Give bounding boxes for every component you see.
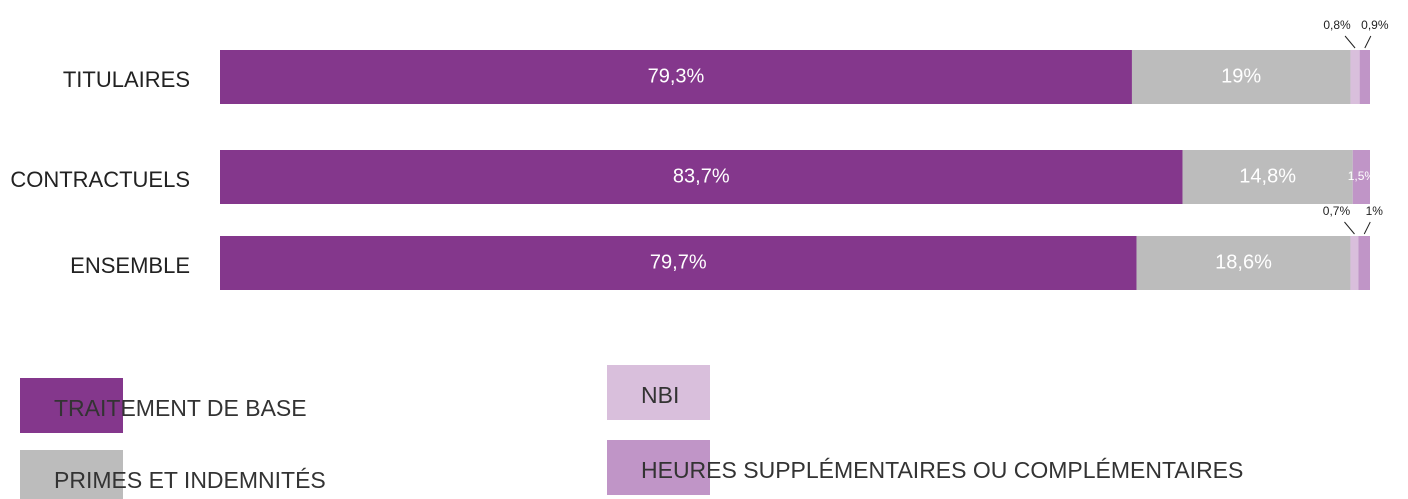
legend-label: HEURES SUPPLÉMENTAIRES OU COMPLÉMENTAIRE… <box>641 457 1243 483</box>
bar-segment <box>220 150 1183 204</box>
leader-line <box>1344 221 1355 235</box>
bar-segment <box>1352 150 1370 204</box>
leader-line <box>1364 35 1372 49</box>
value-label: 14,8% <box>1239 165 1296 187</box>
value-label: 79,3% <box>648 65 705 87</box>
value-label: 0,8% <box>1323 18 1351 32</box>
bar-segment <box>1131 50 1351 104</box>
bar-segment <box>1136 236 1351 290</box>
legend-label: PRIMES ET INDEMNITÉS <box>54 467 326 493</box>
legend-swatch <box>20 450 123 499</box>
bar-segment <box>1350 236 1359 290</box>
legend-label: TRAITEMENT DE BASE <box>54 395 307 421</box>
category-label: TITULAIRES <box>63 67 190 92</box>
bar-segment <box>220 50 1132 104</box>
bar-segment <box>1359 50 1370 104</box>
value-label: 18,6% <box>1215 251 1272 273</box>
legend-swatch <box>607 440 710 495</box>
legend-label: NBI <box>641 382 679 408</box>
leader-line <box>1363 221 1371 235</box>
value-label: 83,7% <box>673 165 730 187</box>
leader-line <box>1344 35 1356 49</box>
bar-segment <box>1182 150 1353 204</box>
value-label: 79,7% <box>650 251 707 273</box>
bar-segment <box>220 236 1137 290</box>
value-label: 0,9% <box>1361 18 1389 32</box>
bar-segment <box>1350 50 1360 104</box>
legend-swatch <box>607 365 710 420</box>
value-label: 0,7% <box>1323 204 1351 218</box>
legend-swatch <box>20 378 123 433</box>
bar-segment <box>1358 236 1370 290</box>
value-label: 1,5% <box>1348 169 1376 183</box>
value-label: 19% <box>1221 65 1261 87</box>
category-label: CONTRACTUELS <box>10 167 190 192</box>
category-label: ENSEMBLE <box>70 253 190 278</box>
value-label: 1% <box>1366 204 1384 218</box>
